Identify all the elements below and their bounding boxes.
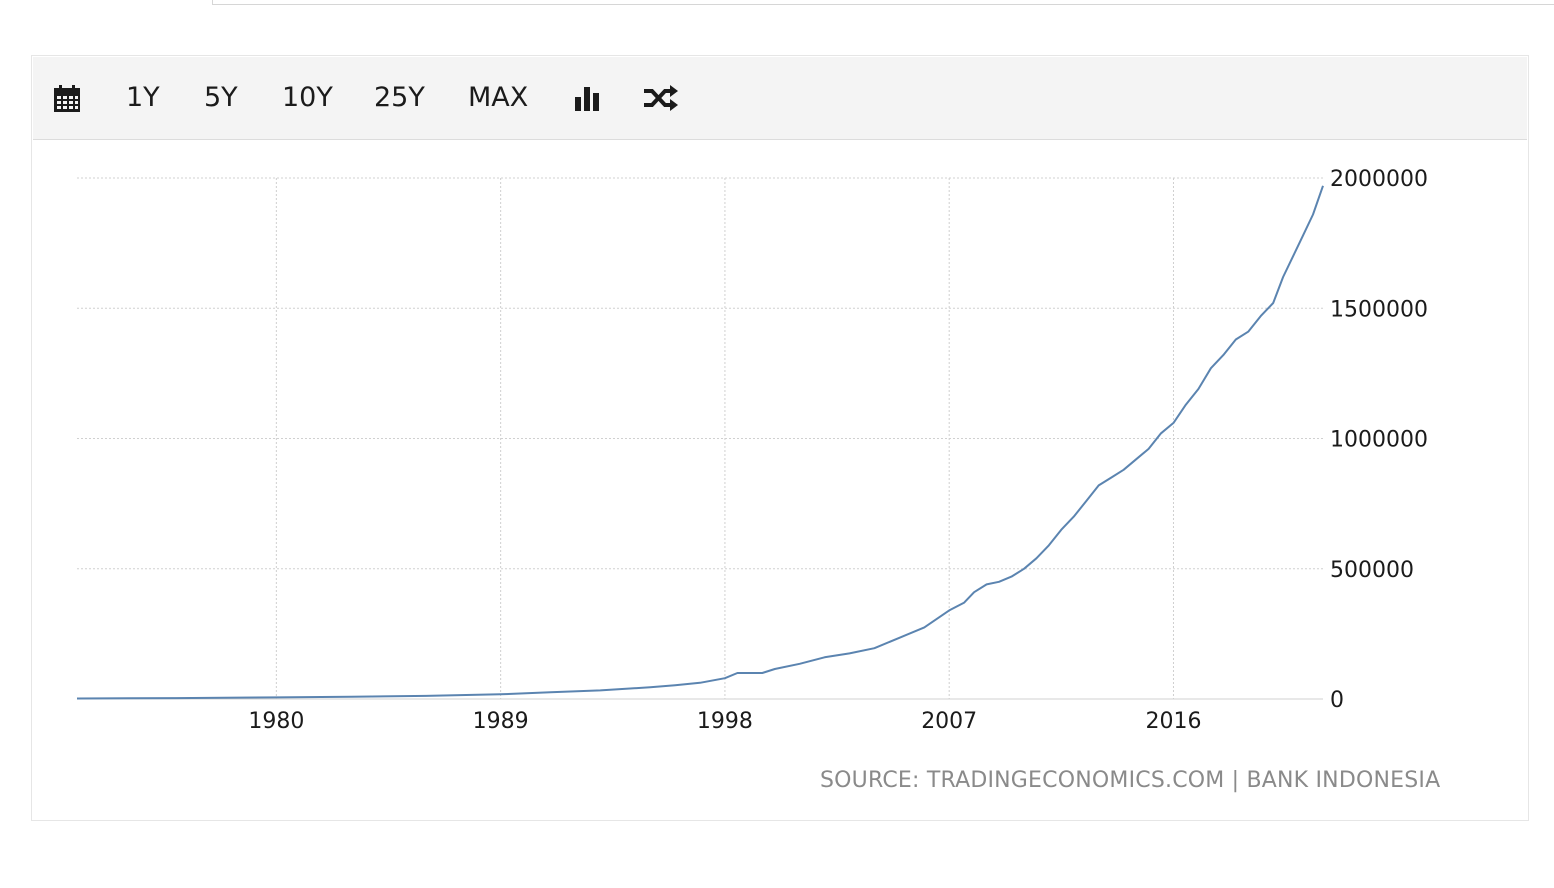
y-tick-label: 500000 [1330, 558, 1414, 583]
y-tick-label: 1000000 [1330, 428, 1428, 453]
bar-chart-icon[interactable] [574, 85, 602, 115]
x-tick-label: 1989 [473, 709, 529, 734]
range-25y-button[interactable]: 25Y [374, 82, 425, 113]
x-tick-label: 1980 [248, 709, 304, 734]
chart-widget: 1Y 5Y 10Y 25Y MAX [31, 55, 1529, 821]
y-tick-label: 2000000 [1330, 167, 1428, 192]
range-10y-button[interactable]: 10Y [282, 82, 333, 113]
x-tick-label: 2007 [921, 709, 977, 734]
chart-toolbar: 1Y 5Y 10Y 25Y MAX [33, 57, 1527, 140]
calendar-icon[interactable] [53, 85, 81, 117]
y-tick-label: 1500000 [1330, 297, 1428, 322]
range-max-button[interactable]: MAX [468, 82, 529, 113]
x-tick-label: 2016 [1145, 709, 1201, 734]
x-tick-label: 1998 [697, 709, 753, 734]
range-1y-button[interactable]: 1Y [126, 82, 160, 113]
shuffle-icon[interactable] [643, 85, 679, 115]
range-5y-button[interactable]: 5Y [204, 82, 238, 113]
y-tick-label: 0 [1330, 688, 1344, 713]
top-tab-divider [212, 0, 1554, 5]
series-line [76, 185, 1324, 700]
source-attribution: SOURCE: TRADINGECONOMICS.COM | BANK INDO… [820, 768, 1441, 793]
